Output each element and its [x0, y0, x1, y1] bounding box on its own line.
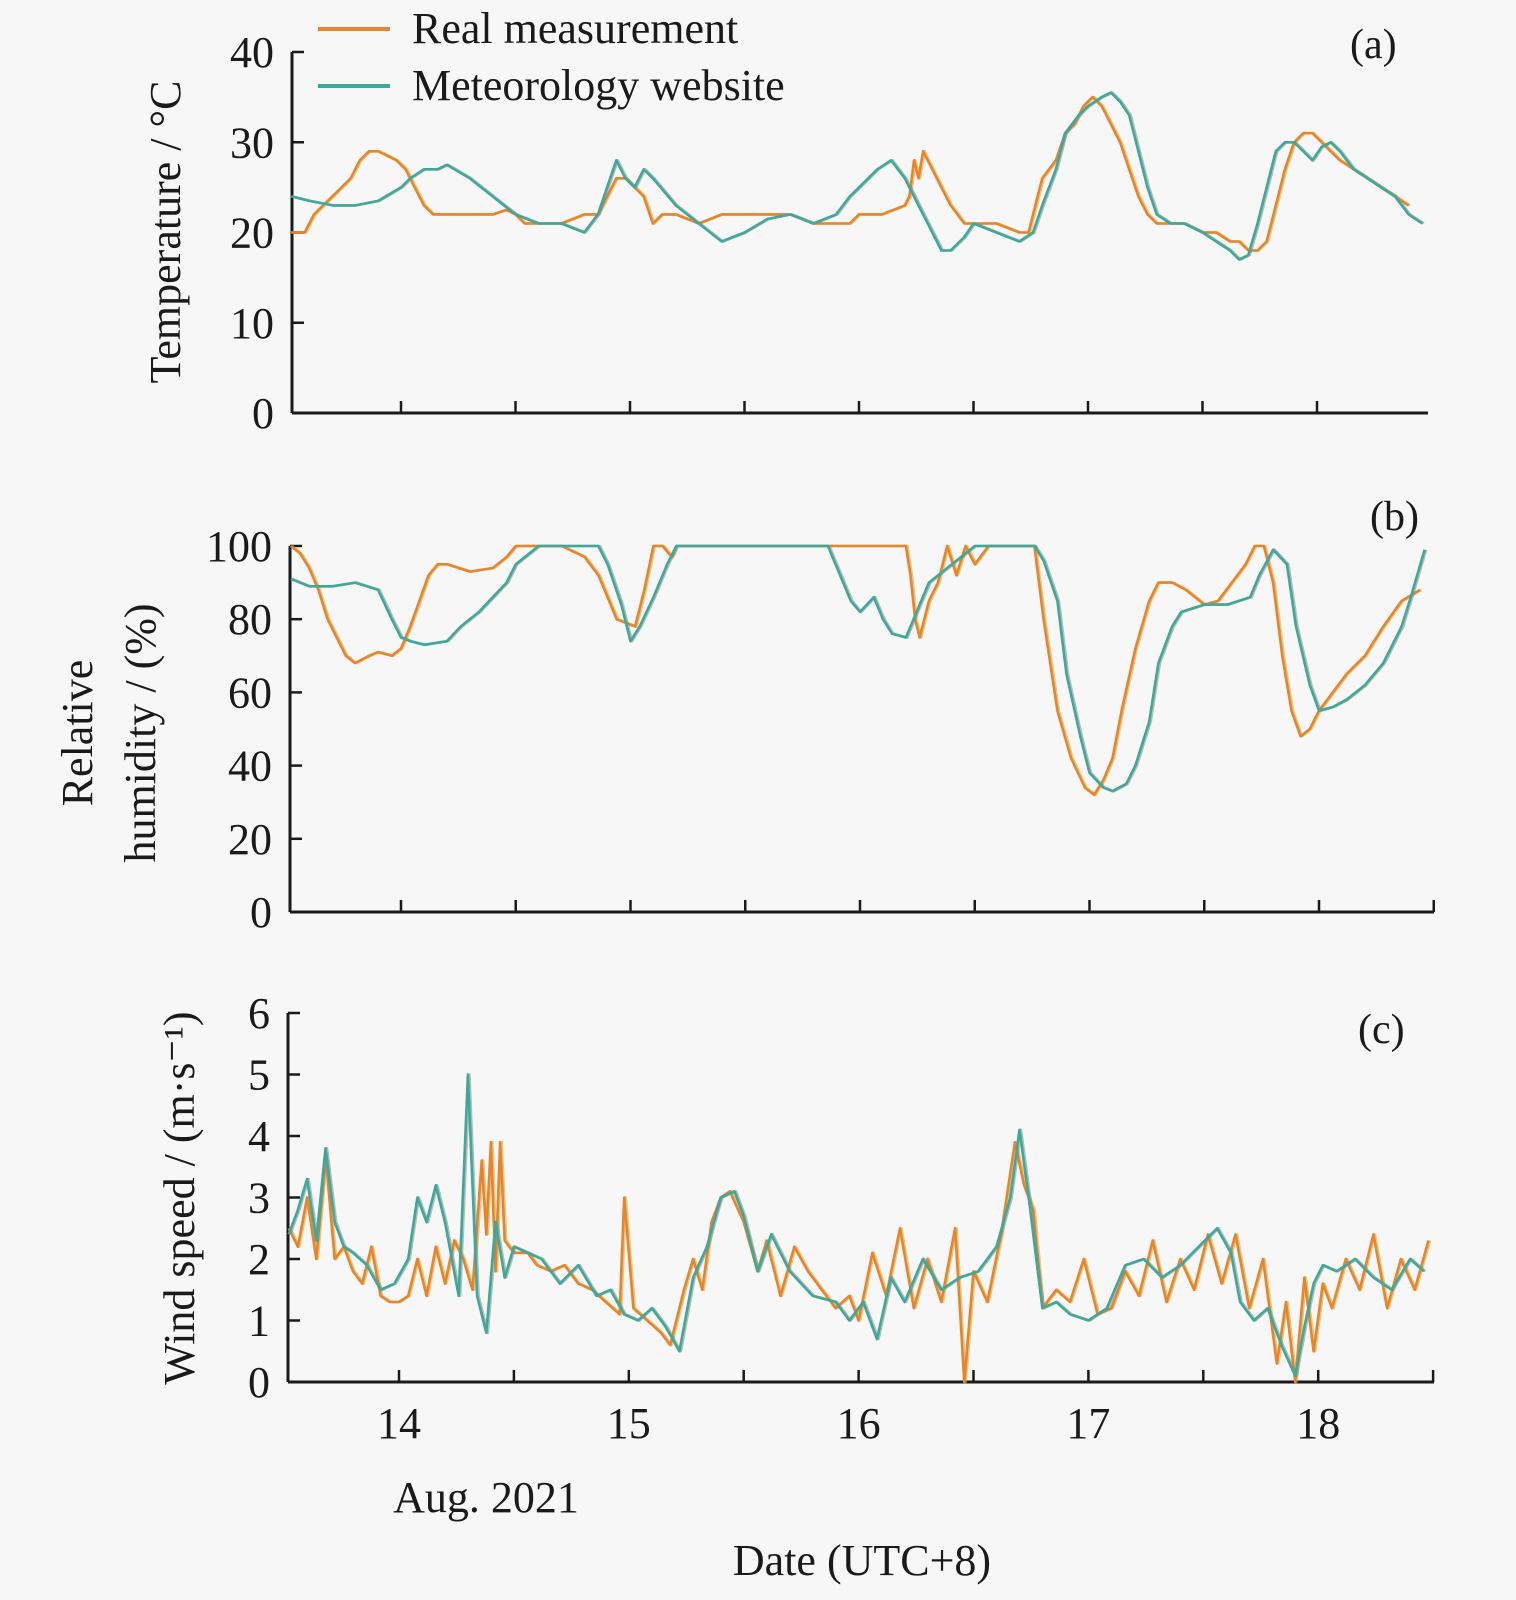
legend-label-real: Real measurement	[412, 4, 738, 53]
x-tick-label: 15	[607, 1399, 651, 1448]
y-tick-label: 1	[248, 1297, 270, 1346]
panel-label-b: (b)	[1370, 494, 1419, 540]
y-axis-title-temperature: Temperature / °C	[141, 81, 190, 384]
y-tick-label: 80	[228, 595, 272, 644]
y-tick-label: 6	[248, 989, 270, 1038]
series-meteorology-website	[287, 1073, 1425, 1378]
y-tick-label: 30	[230, 118, 274, 167]
x-axis-title: Date (UTC+8)	[733, 1536, 991, 1585]
y-axis-title-wind-speed: Wind speed / (m·s⁻¹)	[155, 1011, 204, 1384]
y-tick-label: 2	[248, 1235, 270, 1284]
y-tick-label: 10	[230, 299, 274, 348]
x-tick-labels: 14 15 16 17 18	[377, 1399, 1340, 1448]
y-tick-label: 40	[230, 28, 274, 77]
panel-label-a: (a)	[1350, 22, 1397, 68]
panel-label-c: (c)	[1358, 1007, 1405, 1053]
y-tick-label: 40	[228, 742, 272, 791]
x-tick-label: 14	[377, 1399, 421, 1448]
y-tick-label: 5	[248, 1051, 270, 1100]
y-tick-label: 20	[228, 815, 272, 864]
y-tick-label: 0	[250, 888, 272, 937]
panel-temperature: 0 10 20 30 40	[230, 28, 1428, 438]
series-meteorology-website	[290, 544, 1426, 793]
panel-humidity: 0 20 40 60 80 100	[206, 522, 1435, 937]
y-tick-label: 20	[230, 209, 274, 258]
legend: Real measurement Meteorology website	[318, 4, 785, 110]
series-meteorology-website	[290, 91, 1424, 261]
series-real-measurement	[291, 95, 1410, 252]
y-tick-label: 60	[228, 668, 272, 717]
series-real-measurement-shadow	[291, 544, 1423, 797]
panel-wind-speed: 0 1 2 3 4 5 6	[248, 989, 1435, 1407]
series-real-measurement	[287, 1140, 1430, 1384]
y-axis-title-humidity-line2: humidity / (%)	[116, 603, 165, 862]
series-real-measurement	[289, 544, 1421, 797]
y-tick-label: 100	[206, 522, 272, 571]
x-axis-sublabel: Aug. 2021	[393, 1473, 579, 1522]
x-tick-label: 16	[837, 1399, 881, 1448]
y-tick-label: 0	[248, 1358, 270, 1407]
y-tick-label: 3	[248, 1174, 270, 1223]
y-tick-label: 4	[248, 1112, 270, 1161]
x-tick-label: 18	[1296, 1399, 1340, 1448]
x-tick-label: 17	[1066, 1399, 1110, 1448]
y-axis-title-humidity-line1: Relative	[53, 660, 102, 807]
legend-label-met: Meteorology website	[412, 61, 785, 110]
y-tick-label: 0	[252, 389, 274, 438]
